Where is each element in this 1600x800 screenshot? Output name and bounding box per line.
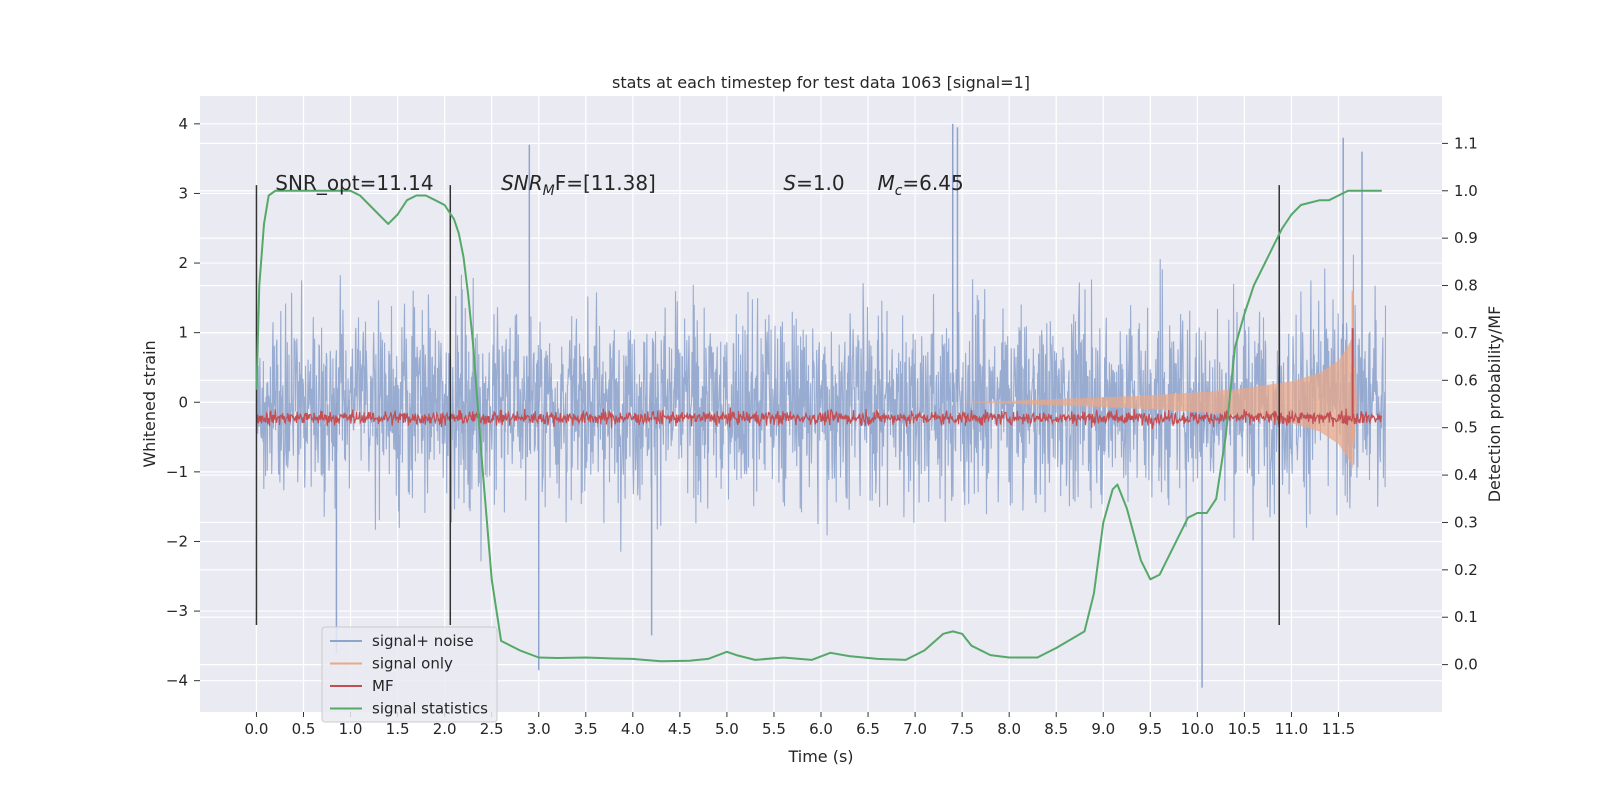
y-tick-label: 4 <box>178 115 188 133</box>
x-tick-label: 10.0 <box>1181 720 1214 738</box>
annotation-sub: M <box>543 183 555 199</box>
y2-tick-label: 0.1 <box>1454 608 1478 626</box>
x-tick-label: 1.0 <box>339 720 363 738</box>
signal-statistics-line <box>255 189 1382 663</box>
annotation-main: S <box>783 171 796 195</box>
x-tick-label: 6.0 <box>809 720 833 738</box>
annotations: SNR_opt=11.14 SNRMF=[11.38] S=1.0 Mc=6.45 <box>275 171 963 199</box>
signal-only-envelope <box>962 336 1358 469</box>
x-tick-label: 3.5 <box>574 720 598 738</box>
y-tick-label: 0 <box>178 393 188 411</box>
y2-tick-label: 0.2 <box>1454 561 1478 579</box>
x-tick-label: 2.5 <box>480 720 504 738</box>
y2-tick-label: 0.9 <box>1454 229 1478 247</box>
annotation-rest: F=[11.38] <box>555 171 656 195</box>
y2-tick-label: 0.5 <box>1454 419 1478 437</box>
x-tick-label: 9.5 <box>1138 720 1162 738</box>
annotation-rest: =6.45 <box>902 171 963 195</box>
y2-axis-label: Detection probability/MF <box>1485 306 1504 503</box>
axis-ticks: 0.0 0.5 1.0 1.5 2.0 2.5 3.0 3.5 4.0 4.5 5.0 5.5 6.0 6… <box>166 115 1478 738</box>
annotation-main: SNR_opt=11.14 <box>275 171 433 195</box>
y2-tick-label: 0.3 <box>1454 513 1478 531</box>
legend-label: MF <box>372 677 394 695</box>
y2-tick-label: 0.8 <box>1454 277 1478 295</box>
y-tick-label: 1 <box>178 324 188 342</box>
y-tick-label: 2 <box>178 254 188 272</box>
y2-tick-label: 0.7 <box>1454 324 1478 342</box>
annotation-sub: c <box>895 183 903 199</box>
y2-tick-label: 0.4 <box>1454 466 1478 484</box>
x-tick-label: 4.5 <box>668 720 692 738</box>
x-axis-label: Time (s) <box>787 747 853 766</box>
legend: signal+ noise signal only MF signal statist… <box>321 626 498 723</box>
x-tick-label: 2.0 <box>433 720 457 738</box>
legend-box <box>321 626 498 723</box>
y-tick-label: 3 <box>178 184 188 202</box>
x-tick-label: 9.0 <box>1091 720 1115 738</box>
annotation-rest: =1.0 <box>796 171 845 195</box>
y2-tick-label: 0.6 <box>1454 371 1478 389</box>
y-tick-label: −4 <box>166 672 188 690</box>
mf-series <box>255 328 1383 430</box>
x-tick-label: 4.0 <box>621 720 645 738</box>
x-tick-label: 7.5 <box>950 720 974 738</box>
y-tick-label: −2 <box>166 532 188 550</box>
x-tick-label: 11.5 <box>1322 720 1355 738</box>
x-tick-label: 10.5 <box>1228 720 1261 738</box>
y-tick-label: −1 <box>166 463 188 481</box>
x-tick-label: 1.5 <box>386 720 410 738</box>
x-tick-label: 0.5 <box>292 720 316 738</box>
legend-label: signal only <box>372 655 453 673</box>
vertical-markers <box>255 185 1280 625</box>
signal-statistics-series <box>255 189 1382 663</box>
legend-label: signal+ noise <box>372 632 474 650</box>
annotation-main: M <box>877 171 894 195</box>
y2-tick-label: 0.0 <box>1454 656 1478 674</box>
x-tick-label: 7.0 <box>903 720 927 738</box>
annotation-3: Mc=6.45 <box>877 171 963 199</box>
x-tick-label: 8.5 <box>1044 720 1068 738</box>
annotation-main: SNR <box>501 171 543 195</box>
y-tick-label: −3 <box>166 602 188 620</box>
annotation-0: SNR_opt=11.14 <box>275 171 433 195</box>
x-tick-label: 3.0 <box>527 720 551 738</box>
noise-series <box>255 123 1387 688</box>
annotation-2: S=1.0 <box>783 171 844 195</box>
chart-title: stats at each timestep for test data 106… <box>612 73 1030 92</box>
x-tick-label: 0.0 <box>245 720 269 738</box>
x-tick-label: 6.5 <box>856 720 880 738</box>
mf-line <box>255 407 1383 430</box>
legend-label: signal statistics <box>372 700 488 718</box>
y2-tick-label: 1.0 <box>1454 182 1478 200</box>
y-axis-label: Whitened strain <box>140 340 159 467</box>
x-tick-label: 8.0 <box>997 720 1021 738</box>
signal-noise-line <box>255 254 1387 562</box>
y2-tick-label: 1.1 <box>1454 134 1478 152</box>
x-tick-label: 5.5 <box>762 720 786 738</box>
x-tick-label: 11.0 <box>1275 720 1308 738</box>
annotation-1: SNRMF=[11.38] <box>501 171 656 199</box>
x-tick-label: 5.0 <box>715 720 739 738</box>
